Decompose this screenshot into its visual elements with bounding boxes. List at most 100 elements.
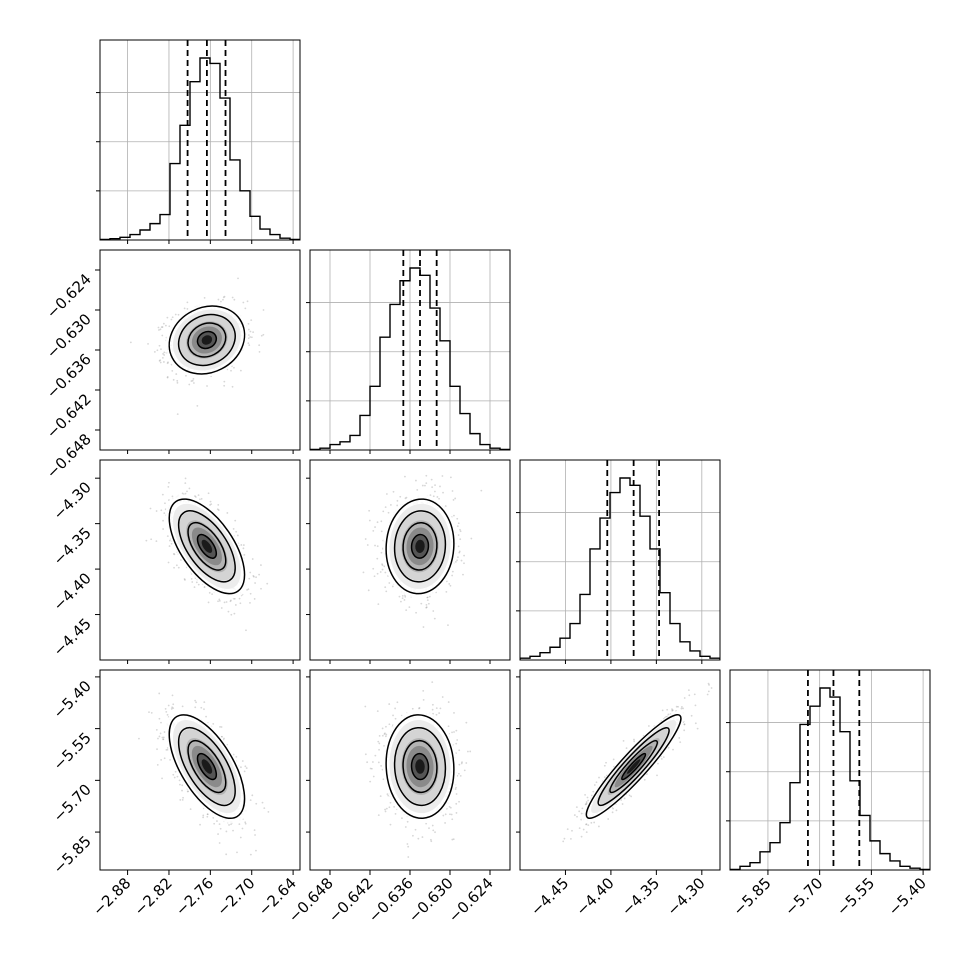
sample-point [171, 369, 174, 372]
sample-point [162, 352, 164, 355]
sample-point [223, 295, 226, 298]
sample-point [404, 475, 406, 478]
histogram-step [520, 477, 720, 660]
sample-point [364, 753, 367, 756]
sample-point [463, 562, 465, 565]
sample-point [435, 707, 438, 710]
sample-point [381, 568, 384, 571]
sample-point [209, 500, 212, 503]
sample-point [457, 522, 460, 525]
hist-panel-1 [306, 250, 510, 450]
scatter-panel-2-1 [362, 474, 483, 628]
sample-point [216, 508, 219, 511]
histogram-step [310, 267, 510, 450]
sample-point [381, 734, 384, 737]
sample-point [225, 853, 228, 856]
sample-point [181, 705, 184, 708]
sample-point [206, 815, 209, 818]
sample-point [175, 373, 178, 375]
sample-point [203, 708, 205, 711]
sample-point [244, 822, 247, 825]
sample-point [441, 475, 444, 477]
sample-point [366, 761, 369, 764]
sample-point [186, 790, 189, 793]
sample-point [207, 601, 210, 604]
contour-line [187, 521, 227, 571]
contour-line [187, 739, 227, 794]
sample-point [169, 758, 171, 761]
sample-point [245, 767, 248, 769]
sample-point [449, 584, 452, 587]
sample-point [369, 780, 372, 783]
sample-point [157, 737, 159, 740]
sample-point [186, 490, 188, 493]
sample-point [245, 629, 247, 632]
sample-point [385, 807, 388, 810]
sample-point [223, 384, 226, 387]
sample-point [218, 823, 221, 826]
sample-point [184, 579, 186, 581]
sample-point [441, 696, 444, 698]
sample-point [247, 337, 250, 340]
sample-point [262, 333, 265, 336]
sample-point [400, 600, 402, 603]
sample-point [453, 514, 455, 517]
contour-line [196, 752, 218, 781]
sample-point [376, 521, 379, 524]
sample-point [183, 307, 186, 310]
sample-point [425, 606, 428, 609]
sample-point [448, 583, 451, 585]
sample-point [379, 571, 382, 573]
sample-point [252, 574, 255, 577]
sample-point [172, 707, 175, 710]
sample-point [372, 567, 375, 570]
sample-point [377, 603, 380, 605]
sample-point [173, 566, 175, 569]
sample-point [255, 802, 258, 805]
sample-point [462, 573, 464, 576]
contour-line [410, 533, 430, 559]
sample-point [480, 489, 483, 492]
sample-point [158, 360, 161, 362]
sample-point [158, 329, 160, 331]
sample-point [392, 714, 394, 717]
sample-point [252, 331, 255, 334]
sample-point [194, 495, 196, 497]
sample-point [450, 813, 453, 816]
sample-point [186, 308, 189, 310]
sample-point [166, 362, 169, 365]
contour-line [177, 727, 236, 807]
sample-point [247, 328, 250, 331]
sample-point [163, 731, 166, 733]
sample-point [172, 773, 175, 776]
sample-point [374, 526, 376, 528]
sample-point [241, 827, 244, 830]
sample-point [216, 820, 218, 822]
sample-point [203, 701, 206, 703]
sample-point [412, 834, 414, 837]
sample-point [432, 610, 435, 612]
sample-point [193, 382, 195, 384]
sample-point [195, 701, 197, 704]
sample-point [212, 722, 215, 725]
sample-point [164, 502, 166, 505]
sample-point [434, 490, 436, 493]
sample-point [237, 277, 239, 280]
sample-point [222, 296, 225, 299]
sample-point [171, 495, 174, 498]
sample-point [432, 495, 435, 498]
sample-point [260, 564, 262, 566]
sample-point [183, 578, 186, 580]
sample-point [163, 512, 166, 514]
sample-point [238, 597, 241, 600]
sample-point [162, 736, 165, 739]
sample-point [181, 789, 183, 792]
sample-point [230, 823, 232, 826]
sample-point [376, 545, 379, 548]
sample-point [429, 838, 432, 841]
sample-point [234, 519, 237, 522]
sample-point [261, 801, 264, 804]
sample-point [373, 575, 376, 578]
sample-point [202, 816, 205, 819]
sample-point [164, 707, 167, 710]
